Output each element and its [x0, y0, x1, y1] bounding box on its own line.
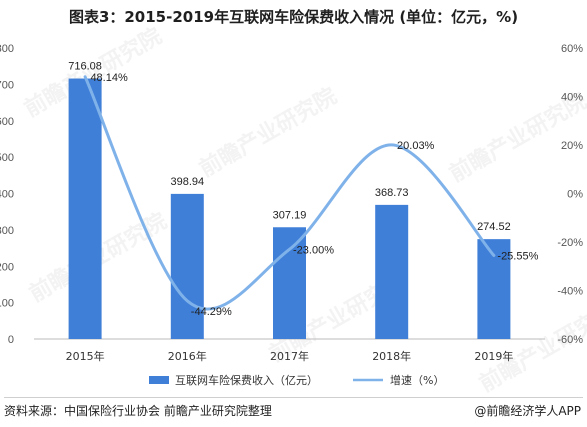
y-right-tick-label: -20% [557, 237, 583, 249]
footer-divider [4, 397, 583, 398]
y-right-axis: -60% -40% -20% 0% 20% 40% 60% [557, 43, 583, 346]
line-value-label: -44.29% [191, 306, 232, 318]
line-value-label: 48.14% [90, 72, 128, 84]
y-left-tick-label: 0 [8, 334, 14, 346]
y-right-tick-label: 0% [567, 189, 583, 201]
y-right-tick-label: 40% [561, 92, 583, 104]
legend-bar-swatch [149, 376, 169, 384]
y-left-axis: 0 100 200 300 400 500 600 700 800 [0, 43, 14, 346]
chart-title: 图表3：2015-2019年互联网车险保费收入情况 (单位：亿元，%) [68, 8, 519, 26]
bar-value-label: 716.08 [68, 61, 102, 73]
y-left-tick-label: 300 [0, 225, 14, 237]
y-left-tick-label: 700 [0, 79, 14, 91]
y-left-tick-label: 600 [0, 116, 14, 128]
legend: 互联网车险保费收入（亿元） 增速（%） [149, 373, 444, 387]
y-left-tick-label: 100 [0, 298, 14, 310]
y-right-tick-label: -60% [557, 334, 583, 346]
y-left-tick-label: 400 [0, 189, 14, 201]
x-axis-categories: 2015年 2016年 2017年 2018年 2019年 [66, 349, 514, 363]
chart-canvas: 0 100 200 300 400 500 600 700 800 -60% -40% -20% 0%… [0, 43, 583, 387]
y-left-tick-label: 200 [0, 261, 14, 273]
y-right-tick-label: -40% [557, 286, 583, 298]
bar-value-label: 274.52 [477, 221, 511, 233]
y-right-tick-label: 60% [561, 43, 583, 55]
line-value-label: -23.00% [293, 244, 334, 256]
x-category-label: 2018年 [372, 349, 411, 363]
line-labels: 48.14% -44.29% -23.00% 20.03% -25.55% [90, 72, 538, 318]
line-value-label: -25.55% [497, 250, 538, 262]
growth-rate-line [83, 75, 496, 311]
source-note: 资料来源：中国保险行业协会 前瞻产业研究院整理 [4, 404, 272, 418]
bar-value-label: 307.19 [273, 209, 307, 221]
line-value-label: 20.03% [397, 140, 435, 152]
x-category-label: 2017年 [270, 349, 309, 363]
footer: 资料来源：中国保险行业协会 前瞻产业研究院整理 @前瞻经济学人APP [4, 402, 581, 422]
y-left-tick-label: 800 [0, 43, 14, 55]
legend-line-label: 增速（%） [390, 373, 444, 387]
bar [68, 78, 102, 339]
bar [375, 204, 409, 339]
x-category-label: 2019年 [474, 349, 513, 363]
bar [273, 227, 306, 339]
y-left-tick-label: 500 [0, 152, 14, 164]
bar [170, 193, 204, 339]
brand-credit: @前瞻经济学人APP [474, 404, 581, 418]
bar-value-label: 398.94 [170, 176, 204, 188]
y-right-tick-label: 20% [561, 140, 583, 152]
bar-value-label: 368.73 [375, 187, 409, 199]
bar-series [68, 78, 511, 339]
legend-bar-label: 互联网车险保费收入（亿元） [175, 373, 318, 387]
bar-labels: 716.08 398.94 307.19 368.73 274.52 [68, 61, 510, 234]
x-category-label: 2015年 [66, 349, 105, 363]
x-category-label: 2016年 [168, 349, 207, 363]
